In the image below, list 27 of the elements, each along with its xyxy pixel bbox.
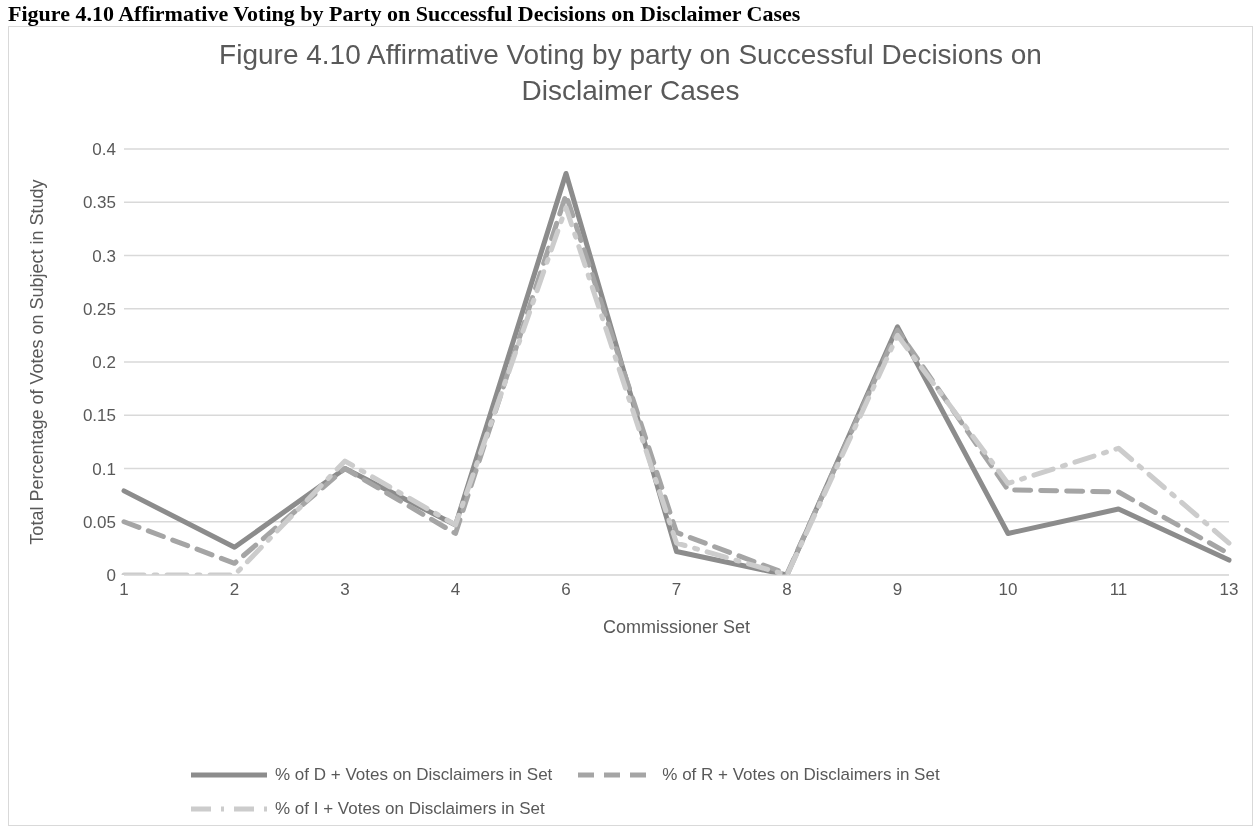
y-tick-label: 0 (106, 566, 116, 586)
x-tick-label: 7 (671, 580, 682, 600)
x-tick-label: 9 (892, 580, 903, 600)
y-tick-label: 0.05 (82, 512, 116, 532)
x-tick-label: 4 (450, 580, 461, 600)
y-tick-label: 0.3 (92, 246, 116, 266)
legend-label: % of D + Votes on Disclaimers in Set (275, 765, 553, 785)
y-tick-label: 0.25 (82, 299, 116, 319)
caption: Figure 4.10 Affirmative Voting by Party on Successful Decisions on Disclaimer Cases (8, 1, 802, 26)
x-tick-label: 11 (1109, 580, 1128, 600)
x-tick-label: 3 (340, 580, 350, 600)
legend-label: % of R + Votes on Disclaimers in Set (662, 765, 940, 785)
x-tick-label: 10 (998, 580, 1018, 600)
y-tick-label: 0.4 (92, 140, 116, 160)
x-axis-title: Commissioner Set (602, 617, 751, 637)
y-axis-title: Total Percentage of Votes on Subject in Study (27, 179, 48, 545)
y-tick-label: 0.1 (92, 459, 116, 479)
x-tick-label: 2 (229, 580, 240, 600)
legend-label: % of I + Votes on Disclaimers in Set (275, 799, 545, 819)
x-tick-label: 8 (782, 580, 792, 600)
y-tick-label: 0.35 (82, 193, 116, 213)
x-tick-label: 1 (119, 580, 129, 600)
x-tick-label: 13 (1219, 580, 1239, 600)
x-tick-label: 6 (561, 580, 571, 600)
y-tick-label: 0.15 (82, 406, 116, 426)
chart-title: Figure 4.10 Affirmative Voting by party on Successful Decisions on Disclaimer Cases (218, 38, 1043, 108)
y-tick-label: 0.2 (92, 353, 116, 373)
